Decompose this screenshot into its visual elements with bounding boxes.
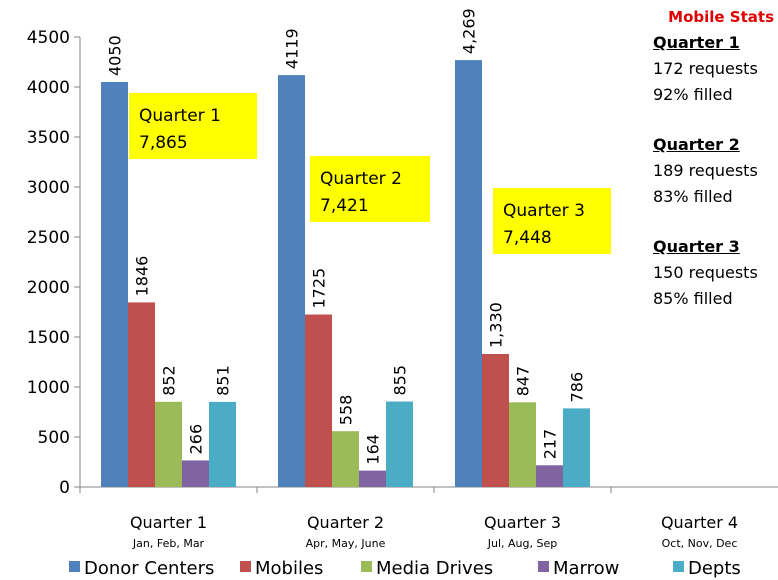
data-label: 1846 [133, 256, 152, 297]
mobile-stats-title: Mobile Stats [668, 8, 774, 26]
y-tick-label: 4000 [27, 78, 70, 98]
quarter-stats-heading: Quarter 1 [653, 33, 740, 52]
legend-label: Donor Centers [84, 558, 214, 579]
y-tick-label: 3000 [27, 178, 70, 198]
bar [455, 60, 482, 487]
bar [332, 431, 359, 487]
mobile-stats-panel: Mobile Stats Quarter 1 172 requests 92% … [653, 8, 778, 336]
bar [128, 302, 155, 487]
annotation-title: Quarter 3 [503, 201, 585, 221]
y-tick-label: 4500 [27, 28, 70, 48]
quarter-stats-requests: 172 requests [653, 59, 758, 78]
data-label: 266 [187, 424, 206, 455]
quarter-stats-requests: 189 requests [653, 161, 758, 180]
data-label: 847 [514, 366, 533, 397]
quarter-stats-heading: Quarter 2 [653, 135, 740, 154]
legend-swatch [538, 561, 549, 572]
bar [209, 401, 236, 487]
x-tick-label: Quarter 3 [484, 513, 561, 532]
bar [536, 465, 563, 487]
annotation-box [129, 93, 257, 159]
data-label: 4050 [106, 35, 125, 76]
data-label: 786 [568, 372, 587, 403]
data-label: 558 [337, 395, 356, 426]
bar [509, 402, 536, 487]
annotation-box [493, 188, 611, 254]
x-tick-label: Quarter 1 [130, 513, 207, 532]
y-tick-label: 2500 [27, 228, 70, 248]
x-tick-sublabel: Jul, Aug, Sep [487, 537, 557, 550]
annotations-group: Quarter 1 7,865 Quarter 2 7,421 Quarter 3 7,4… [129, 93, 611, 254]
quarter-stats-filled: 85% filled [653, 289, 733, 308]
y-tick-label: 1000 [27, 378, 70, 398]
legend-label: Marrow [553, 558, 619, 579]
x-tick-sublabel: Apr, May, June [306, 537, 386, 550]
quarter-stats-block: Quarter 2 189 requests 83% filled [653, 132, 778, 210]
data-label: 164 [364, 434, 383, 465]
bar [482, 354, 509, 487]
data-label: 4,269 [460, 8, 479, 54]
bars-group [101, 60, 590, 487]
data-label: 852 [160, 365, 179, 396]
bar [278, 75, 305, 487]
data-label: 851 [214, 365, 233, 396]
legend-swatch [240, 561, 251, 572]
bar [563, 408, 590, 487]
legend-label: Mobiles [255, 558, 323, 579]
legend: Donor Centers Mobiles Media Drives Marrow De… [69, 558, 741, 579]
legend-swatch [69, 561, 80, 572]
data-label: 855 [391, 365, 410, 396]
bar [155, 401, 182, 487]
x-tick-label: Quarter 4 [661, 513, 738, 532]
annotation-title: Quarter 1 [139, 106, 221, 126]
bar [359, 470, 386, 487]
legend-swatch [673, 561, 684, 572]
legend-label: Depts [688, 558, 741, 579]
bar [305, 314, 332, 487]
x-tick-sublabel: Jan, Feb, Mar [132, 537, 205, 550]
annotation-box [310, 156, 430, 222]
x-tick-sublabel: Oct, Nov, Dec [662, 537, 738, 550]
y-tick-label: 2000 [27, 278, 70, 298]
quarter-stats-heading: Quarter 3 [653, 237, 740, 256]
bar [101, 82, 128, 487]
category-labels: Quarter 1 Jan, Feb, Mar Quarter 2 Apr, May,… [130, 513, 738, 550]
quarter-stats-block: Quarter 1 172 requests 92% filled [653, 30, 778, 108]
x-tick-label: Quarter 2 [307, 513, 384, 532]
y-tick-label: 1500 [27, 328, 70, 348]
data-label: 1,330 [487, 302, 506, 348]
data-label: 4119 [283, 28, 302, 69]
quarter-stats-filled: 83% filled [653, 187, 733, 206]
y-axis-ticks: 0 500 1000 1500 2000 2500 3000 3500 4000 4500 [27, 28, 612, 498]
annotation-value: 7,865 [139, 133, 188, 153]
quarter-stats-block: Quarter 3 150 requests 85% filled [653, 234, 778, 312]
data-label: 1725 [310, 268, 329, 309]
y-tick-label: 3500 [27, 128, 70, 148]
data-labels-group: 4050 1846 852 266 851 4119 1725 558 164 855 4,269 1… [106, 8, 587, 464]
quarter-stats-requests: 150 requests [653, 263, 758, 282]
bar [386, 401, 413, 487]
annotation-value: 7,448 [503, 228, 552, 248]
annotation-title: Quarter 2 [320, 169, 402, 189]
data-label: 217 [541, 429, 560, 460]
quarter-stats-filled: 92% filled [653, 85, 733, 104]
bar [182, 460, 209, 487]
y-tick-label: 0 [59, 478, 70, 498]
annotation-value: 7,421 [320, 196, 369, 216]
legend-swatch [361, 561, 372, 572]
y-tick-label: 500 [38, 428, 70, 448]
legend-label: Media Drives [376, 558, 493, 579]
